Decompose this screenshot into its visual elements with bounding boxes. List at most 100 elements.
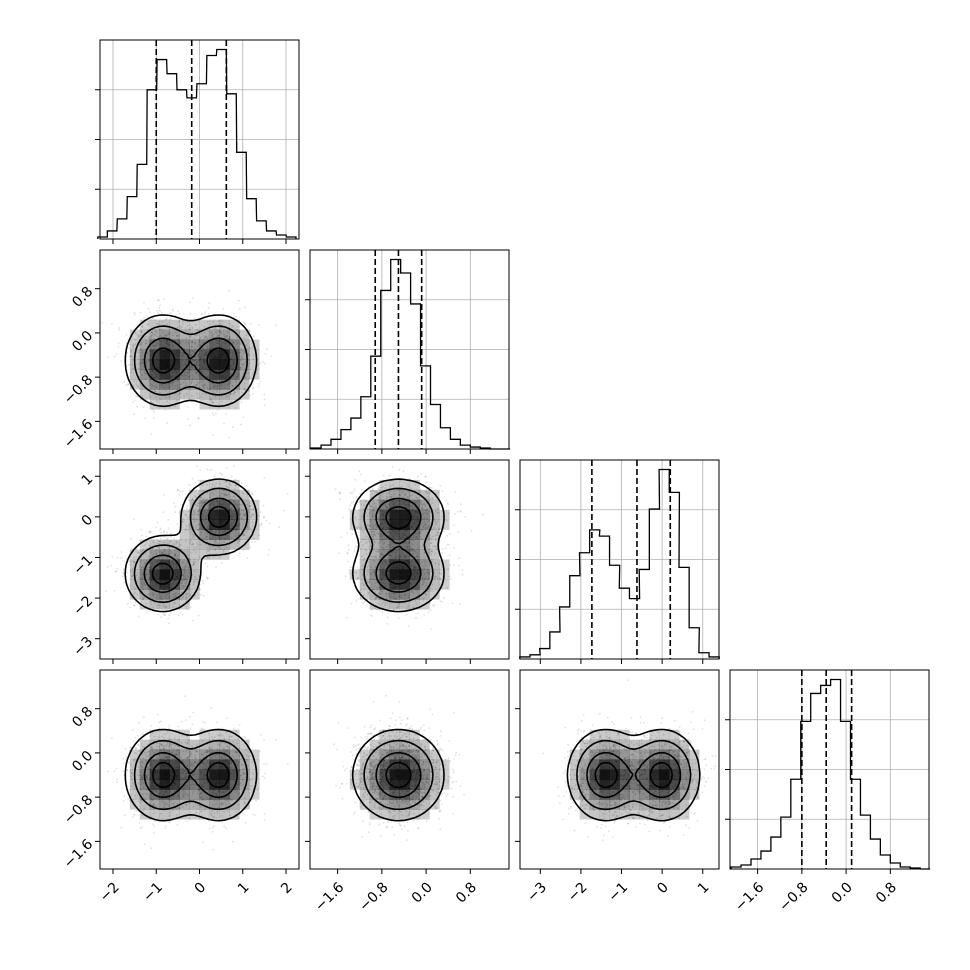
scatter-point <box>218 330 221 333</box>
scatter-point <box>240 350 243 353</box>
scatter-point <box>137 615 140 618</box>
scatter-point <box>127 383 130 386</box>
density-cell <box>229 519 240 530</box>
density-cell <box>229 369 240 380</box>
scatter-point <box>140 362 142 364</box>
scatter-point <box>204 313 206 315</box>
scatter-point <box>170 317 173 319</box>
density-cell <box>169 539 180 550</box>
scatter-point <box>234 478 237 480</box>
density-cell <box>189 379 200 390</box>
scatter-point <box>259 362 261 365</box>
scatter-point <box>449 532 451 535</box>
scatter-point <box>214 330 217 333</box>
density-cell <box>159 369 170 380</box>
scatter-point <box>259 380 262 383</box>
scatter-point <box>388 474 391 477</box>
scatter-point <box>229 380 232 383</box>
scatter-point <box>460 503 462 505</box>
density-cell <box>199 359 210 370</box>
scatter-point <box>265 348 268 350</box>
scatter-point <box>160 398 162 400</box>
scatter-point <box>238 330 241 333</box>
scatter-point <box>137 333 140 336</box>
scatter-point <box>240 359 243 361</box>
density-cell <box>219 359 230 370</box>
scatter-point <box>258 324 260 326</box>
scatter-point <box>348 572 350 574</box>
scatter-point <box>135 383 138 386</box>
scatter-point <box>181 339 184 342</box>
scatter-point <box>197 417 200 420</box>
scatter-point <box>237 342 239 344</box>
scatter-point <box>142 362 145 365</box>
density-cell <box>209 319 220 330</box>
scatter-point <box>192 297 194 299</box>
scatter-point <box>251 387 254 390</box>
scatter-point <box>213 328 216 331</box>
scatter-point <box>212 434 214 437</box>
scatter-point <box>144 417 147 420</box>
scatter-point <box>189 606 192 608</box>
density-cell <box>219 339 230 350</box>
scatter-point <box>132 346 134 349</box>
scatter-point <box>159 529 162 531</box>
scatter-point <box>210 400 213 403</box>
scatter-point <box>155 331 158 333</box>
scatter-point <box>282 509 285 512</box>
scatter-point <box>148 340 150 343</box>
scatter-point <box>203 331 206 334</box>
scatter-point <box>188 324 191 326</box>
scatter-point <box>228 337 231 340</box>
contour-level-1 <box>124 314 258 408</box>
scatter-point <box>202 341 205 344</box>
scatter-point <box>242 358 244 361</box>
density-cell <box>149 369 160 380</box>
scatter-point <box>186 321 189 324</box>
scatter-point <box>115 353 118 355</box>
scatter-point <box>160 537 162 540</box>
scatter-point <box>450 578 452 580</box>
scatter-point <box>196 465 198 467</box>
scatter-point <box>391 466 394 468</box>
scatter-point <box>228 436 231 439</box>
scatter-point <box>106 566 109 568</box>
scatter-point <box>210 468 213 471</box>
scatter-point <box>203 383 206 386</box>
scatter-point <box>164 334 167 337</box>
scatter-point <box>234 407 237 409</box>
panel-4-1 <box>95 669 300 874</box>
density-cell <box>139 319 151 330</box>
scatter-point <box>447 543 450 546</box>
scatter-point <box>249 330 252 333</box>
scatter-point <box>123 581 126 584</box>
scatter-point <box>113 589 116 592</box>
scatter-point <box>235 326 238 328</box>
scatter-point <box>167 617 170 620</box>
scatter-point <box>180 548 183 550</box>
scatter-point <box>228 289 231 292</box>
scatter-point <box>233 488 236 490</box>
scatter-point <box>216 335 219 337</box>
scatter-point <box>346 616 348 619</box>
scatter-point <box>340 536 343 539</box>
scatter-point <box>244 306 247 309</box>
density-cell <box>429 549 440 560</box>
density-cell <box>219 349 230 360</box>
density-cell <box>389 569 400 580</box>
scatter-point <box>154 390 156 393</box>
scatter-point <box>189 327 192 330</box>
scatter-point <box>168 614 171 617</box>
scatter-point <box>197 479 200 482</box>
scatter-point <box>169 318 171 321</box>
scatter-point <box>184 329 187 332</box>
density-cell <box>429 529 440 540</box>
scatter-point <box>113 355 116 358</box>
scatter-point <box>232 326 235 328</box>
scatter-point <box>244 322 247 325</box>
scatter-point <box>150 331 153 333</box>
scatter-point <box>240 366 242 369</box>
scatter-point <box>223 422 225 425</box>
scatter-point <box>245 376 248 379</box>
panel-2-1 <box>95 249 300 454</box>
